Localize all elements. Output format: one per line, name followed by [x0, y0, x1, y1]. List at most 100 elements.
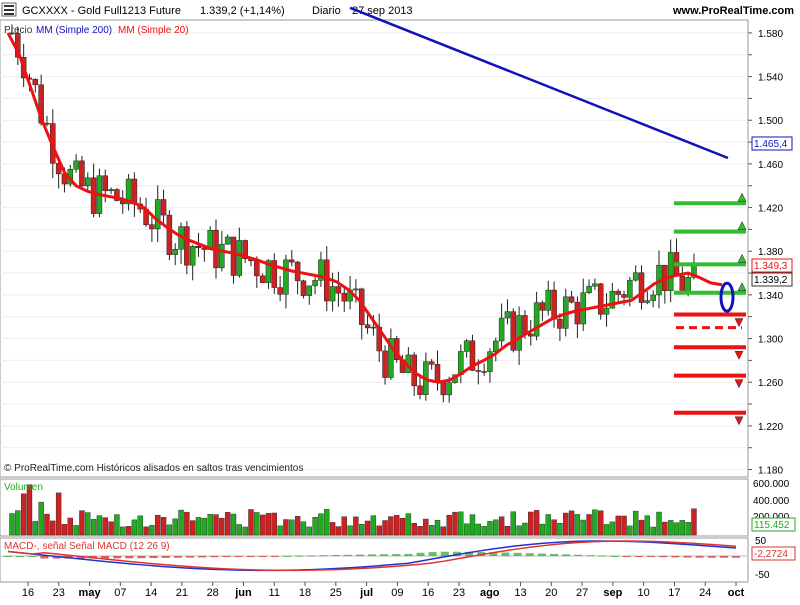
candle-up: [265, 260, 272, 283]
candle-down: [184, 226, 190, 266]
candle-down: [195, 245, 202, 249]
volume-bar: [248, 509, 254, 536]
x-tick-label: 16: [22, 587, 34, 599]
macd-title: MACD-, señal Señal MACD (12 26 9): [4, 541, 170, 552]
candle-down: [324, 259, 330, 302]
macd-histogram-bar: [416, 552, 425, 556]
volume-title: Volumen: [4, 482, 43, 493]
volume-bar: [463, 523, 470, 536]
x-tick-label: may: [79, 587, 102, 599]
price-y-axis: 1.580 1.540 1.500 1.460 1.420 1.380 1.340 1.300…: [748, 29, 783, 477]
macd-panel: [0, 537, 749, 583]
macd-histogram-bar: [198, 556, 207, 558]
candle-up: [586, 285, 592, 293]
volume-bar: [265, 513, 272, 536]
candle-up: [388, 338, 394, 378]
volume-bar: [615, 515, 621, 536]
volume-bar: [219, 517, 225, 536]
candles-layer: [9, 24, 697, 403]
arrow-up-icon: [737, 253, 747, 263]
macd-histogram-bar: [16, 556, 25, 557]
macd-histogram-bar: [246, 556, 255, 557]
candle-down: [440, 381, 447, 396]
volume-bar: [650, 526, 656, 536]
volume-bar: [236, 524, 243, 536]
candle-down: [230, 236, 237, 276]
volume-bar: [446, 514, 452, 536]
candle-up: [446, 382, 452, 396]
arrow-down-icon: [734, 379, 744, 389]
candle-up: [644, 300, 651, 303]
macd-histogram-bar: [113, 556, 122, 559]
candle-up: [318, 259, 324, 281]
x-tick-label: 20: [545, 587, 557, 599]
macd-tick-minus50: -50: [755, 570, 770, 581]
macd-histogram-bar: [137, 556, 146, 559]
candle-down: [79, 160, 85, 187]
highlight-ellipse: [719, 281, 735, 313]
macd-histogram-bar: [707, 556, 716, 558]
macd-histogram-bar: [40, 556, 49, 559]
x-tick-label: 27: [576, 587, 588, 599]
site-label[interactable]: www.ProRealTime.com: [672, 5, 794, 17]
x-tick-label: oct: [728, 587, 745, 599]
volume-bar: [516, 525, 522, 536]
y-tick-label: 1.180: [758, 466, 783, 477]
x-tick-label: 18: [299, 587, 311, 599]
volume-bar: [137, 515, 143, 536]
volume-bar: [417, 526, 423, 536]
macd-histogram-bar: [683, 556, 692, 558]
macd-histogram-bar: [380, 554, 389, 556]
volume-bar: [102, 517, 108, 536]
arrow-down-icon: [734, 318, 744, 328]
volume-bar: [143, 526, 149, 536]
volume-bar: [411, 523, 417, 536]
candle-down: [568, 296, 575, 303]
volume-last-value: 115.452: [754, 520, 790, 531]
candle-down: [679, 275, 686, 293]
volume-bar: [85, 512, 91, 536]
candle-up: [504, 311, 511, 319]
candle-up: [73, 160, 79, 170]
volume-bar: [294, 516, 301, 536]
volume-bar: [510, 511, 516, 536]
candle-up: [493, 340, 499, 352]
x-tick-label: sep: [603, 587, 622, 599]
candle-up: [463, 340, 470, 352]
volume-bar: [673, 522, 680, 536]
x-tick-label: 25: [330, 587, 342, 599]
volume-bar: [300, 521, 307, 536]
candle-up: [516, 315, 522, 351]
macd-histogram-bar: [440, 551, 449, 556]
candle-down: [335, 286, 342, 294]
macd-histogram-bar: [465, 551, 474, 556]
y-tick-label: 1.260: [758, 378, 783, 389]
volume-bar: [376, 525, 382, 536]
x-tick-label: 14: [145, 587, 157, 599]
volume-bar: [563, 512, 569, 536]
macd-histogram-bar: [671, 556, 680, 558]
candle-down: [38, 84, 44, 124]
volume-bar: [399, 517, 406, 536]
volume-bar: [172, 518, 178, 536]
macd-histogram-bar: [125, 556, 134, 559]
volume-bar: [224, 512, 231, 536]
volume-bar: [364, 520, 371, 536]
candle-down: [434, 364, 441, 383]
macd-histogram-bar: [695, 556, 704, 558]
candle-up: [685, 277, 691, 293]
x-tick-label: 10: [638, 587, 650, 599]
menu-icon[interactable]: [1, 2, 17, 17]
macd-histogram-bar: [501, 552, 510, 556]
macd-histogram-bar: [258, 556, 267, 557]
volume-bar: [207, 514, 213, 536]
candle-down: [551, 289, 557, 320]
macd-histogram-bar: [719, 556, 728, 558]
volume-bar: [125, 526, 132, 536]
macd-histogram-bar: [550, 553, 558, 556]
macd-histogram-bar: [634, 556, 643, 557]
volume-bar: [131, 519, 138, 536]
macd-histogram-bar: [562, 554, 571, 556]
volume-bar: [20, 493, 27, 536]
